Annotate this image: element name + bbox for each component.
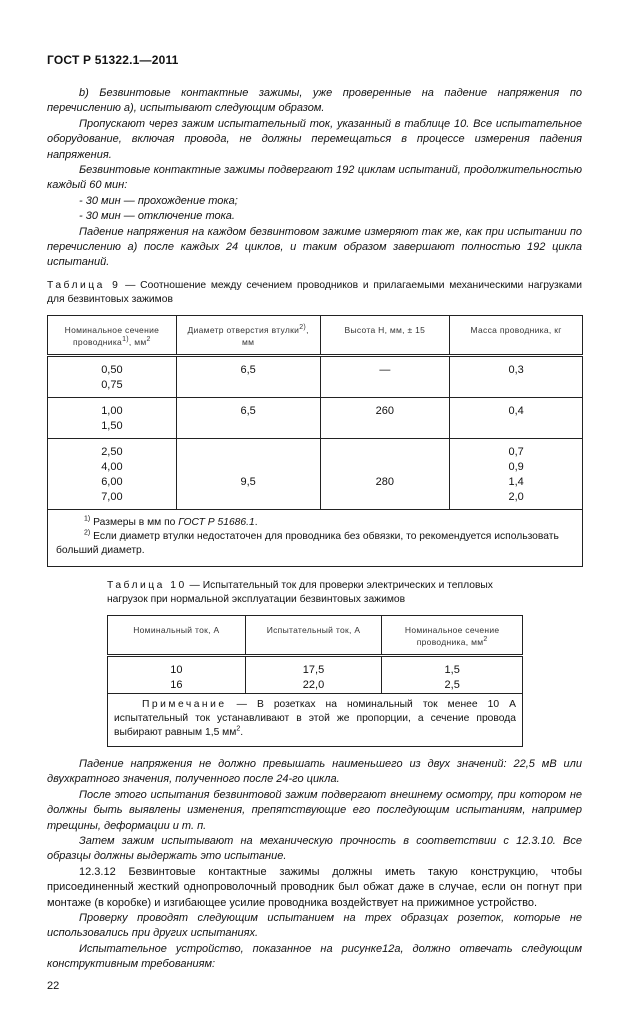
footnote: 2) Если диаметр втулки недостаточен для … [56, 529, 559, 556]
document-header: ГОСТ Р 51322.1—2011 [47, 53, 179, 67]
paragraph: Пропускают через зажим испытательный ток… [47, 117, 582, 161]
paragraph: Безвинтовые контактные зажимы подвергают… [47, 164, 582, 192]
table-note: Примечание — В розетках на номинальный т… [107, 692, 523, 747]
paragraph: 12.3.12 Безвинтовые контактные зажимы до… [47, 865, 582, 909]
table-footnotes: 1) Размеры в мм по ГОСТ Р 51686.1. 2) Ес… [47, 508, 583, 567]
paragraph: Падение напряжения на каждом безвинтовом… [47, 225, 582, 269]
table-header-row: Номинальное сечение проводника1), мм2 Ди… [47, 314, 583, 357]
column-header: Номинальное сечение проводника1), мм2 [47, 314, 177, 357]
table9-caption-text: — Соотношение между сечением проводников… [47, 279, 582, 305]
top-text: b) Безвинтовые контактные зажимы, уже пр… [47, 86, 582, 271]
list-item: - 30 мин — отключение тока. [79, 210, 235, 223]
paragraph: Проверку проводят следующим испытанием н… [47, 911, 582, 940]
paragraph: Затем зажим испытывают на механическую п… [47, 834, 582, 863]
paragraph: После этого испытания безвинтовой зажим … [47, 788, 582, 832]
page-number: 22 [47, 979, 60, 992]
paragraph: b) Безвинтовые контактные зажимы, уже пр… [47, 87, 582, 115]
table9: Номинальное сечение проводника1), мм2 Ди… [47, 314, 583, 567]
column-header: Номинальное сечение проводника, мм2 [381, 614, 523, 657]
paragraph: Испытательное устройство, показанное на … [47, 942, 582, 971]
column-header: Диаметр отверстия втулки2), мм [175, 314, 321, 357]
bottom-text: Падение напряжения не должно превышать н… [47, 757, 582, 973]
column-header: Номинальный ток, А [107, 614, 246, 657]
column-header: Масса проводника, кг [449, 314, 583, 357]
column-header: Высота H, мм, ± 15 [319, 314, 451, 357]
table-header-row: Номинальный ток, А Испытательный ток, А … [107, 614, 523, 657]
table-row: 2,50 4,00 6,00 7,00 9,5 280 0,7 0,9 1,4 2,0 [47, 437, 583, 510]
paragraph: Падение напряжения не должно превышать н… [47, 757, 582, 786]
list-item: - 30 мин — прохождение тока; [79, 194, 238, 207]
table-row: 1,00 1,50 6,5 260 0,4 [47, 396, 583, 439]
table9-label: Таблица 9 [47, 279, 121, 291]
table10: Номинальный ток, А Испытательный ток, А … [107, 614, 523, 747]
footnote: 1) Размеры в мм по ГОСТ Р 51686.1. [84, 515, 258, 528]
table9-caption: Таблица 9 — Соотношение между сечением п… [47, 279, 582, 307]
column-header: Испытательный ток, А [244, 614, 383, 657]
table10-caption: Таблица 10 — Испытательный ток для прове… [107, 579, 493, 605]
table-row: 0,50 0,75 6,5 — 0,3 [47, 354, 583, 398]
table-row: 10 16 17,5 22,0 1,5 2,5 [107, 654, 523, 694]
